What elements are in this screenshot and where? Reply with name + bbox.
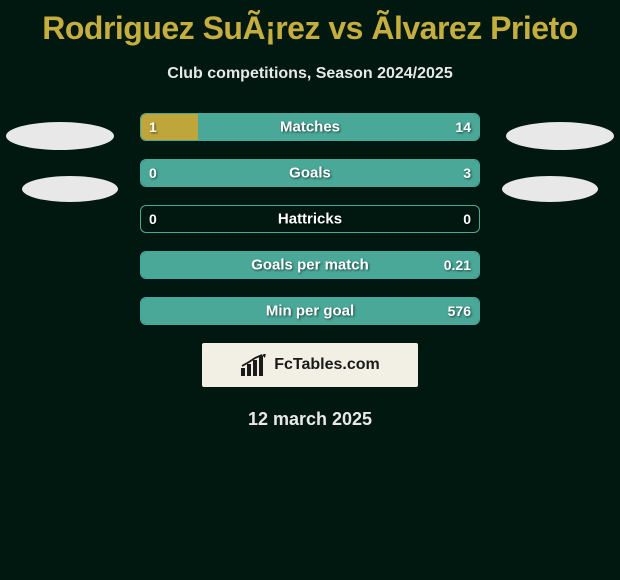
stat-label: Goals per match: [141, 257, 479, 274]
chart-icon: [240, 354, 268, 376]
stat-row: Goals per match0.21: [140, 251, 480, 279]
stat-value-right: 14: [455, 119, 471, 135]
date-line: 12 march 2025: [0, 409, 620, 430]
stat-row: 1Matches14: [140, 113, 480, 141]
stats-area: 1Matches140Goals30Hattricks0Goals per ma…: [0, 113, 620, 325]
stat-value-right: 576: [448, 303, 471, 319]
page-title: Rodriguez SuÃ¡rez vs Ãlvarez Prieto: [0, 0, 620, 47]
stat-label: Goals: [141, 165, 479, 182]
stat-label: Hattricks: [141, 211, 479, 228]
stat-value-right: 3: [463, 165, 471, 181]
stat-label: Min per goal: [141, 303, 479, 320]
stat-row: 0Hattricks0: [140, 205, 480, 233]
stat-value-right: 0: [463, 211, 471, 227]
stat-row: 0Goals3: [140, 159, 480, 187]
stat-row: Min per goal576: [140, 297, 480, 325]
subtitle: Club competitions, Season 2024/2025: [0, 65, 620, 83]
logo-text: FcTables.com: [274, 356, 380, 374]
stat-value-right: 0.21: [444, 257, 471, 273]
stat-label: Matches: [141, 119, 479, 136]
logo-box: FcTables.com: [202, 343, 418, 387]
